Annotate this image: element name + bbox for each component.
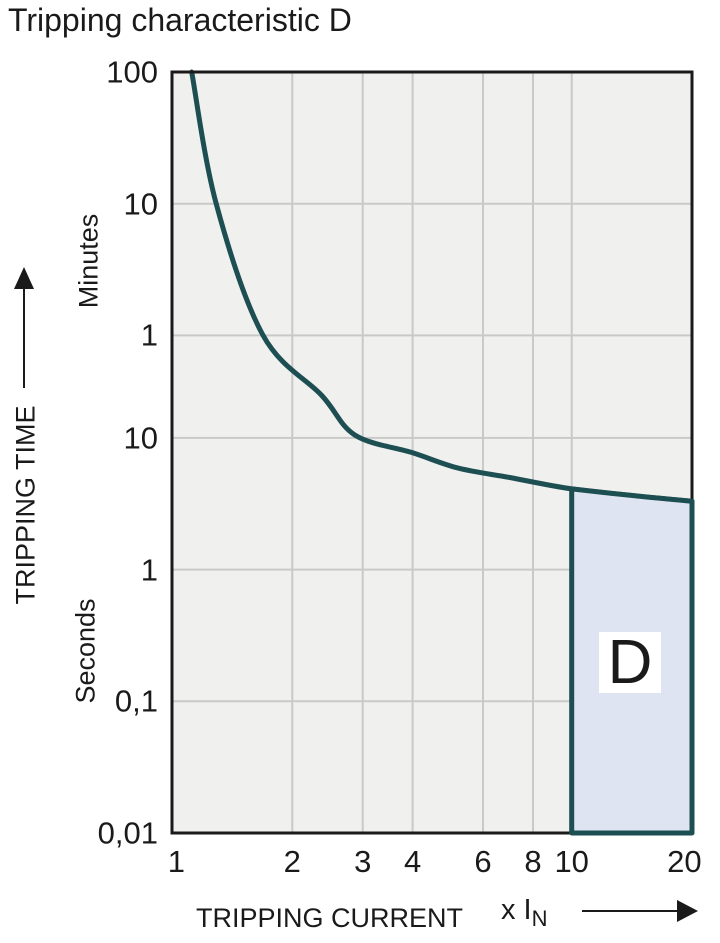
x-tick-label: 10 bbox=[554, 844, 589, 879]
x-tick-label: 1 bbox=[167, 844, 185, 879]
x-tick-label: 8 bbox=[524, 844, 542, 879]
y-tick-label: 10 bbox=[123, 186, 158, 222]
region-d-label: D bbox=[599, 627, 661, 697]
x-tick-label: 3 bbox=[354, 844, 372, 879]
x-axis-title: TRIPPING CURRENT bbox=[196, 903, 464, 933]
x-axis-unit: x IN bbox=[501, 894, 548, 929]
y-tick-label: 0,1 bbox=[114, 683, 158, 719]
region-d-letter: D bbox=[607, 627, 653, 697]
arrow-up-shaft bbox=[23, 287, 25, 388]
arrow-up-head bbox=[14, 267, 34, 289]
y-tick-label: 0,01 bbox=[97, 815, 158, 851]
x-tick-label: 6 bbox=[474, 844, 492, 879]
x-tick-label: 2 bbox=[283, 844, 301, 879]
x-tick-label: 20 bbox=[667, 844, 702, 879]
arrow-right-head bbox=[677, 900, 698, 922]
x-unit-subscript: N bbox=[531, 905, 548, 931]
chart-title: Tripping characteristic D bbox=[8, 2, 352, 38]
y-tick-label: 10 bbox=[123, 420, 158, 456]
x-axis-arrow-icon bbox=[582, 900, 698, 922]
y-tick-label: 1 bbox=[140, 552, 158, 588]
y-tick-label: 1 bbox=[140, 317, 158, 353]
y-axis-arrow-icon bbox=[14, 267, 34, 388]
arrow-right-shaft bbox=[582, 910, 679, 912]
y-tick-label: 100 bbox=[106, 54, 158, 90]
x-tick-label: 4 bbox=[403, 844, 422, 879]
x-unit-symbol: x I bbox=[501, 894, 532, 926]
plot-border bbox=[170, 70, 694, 835]
